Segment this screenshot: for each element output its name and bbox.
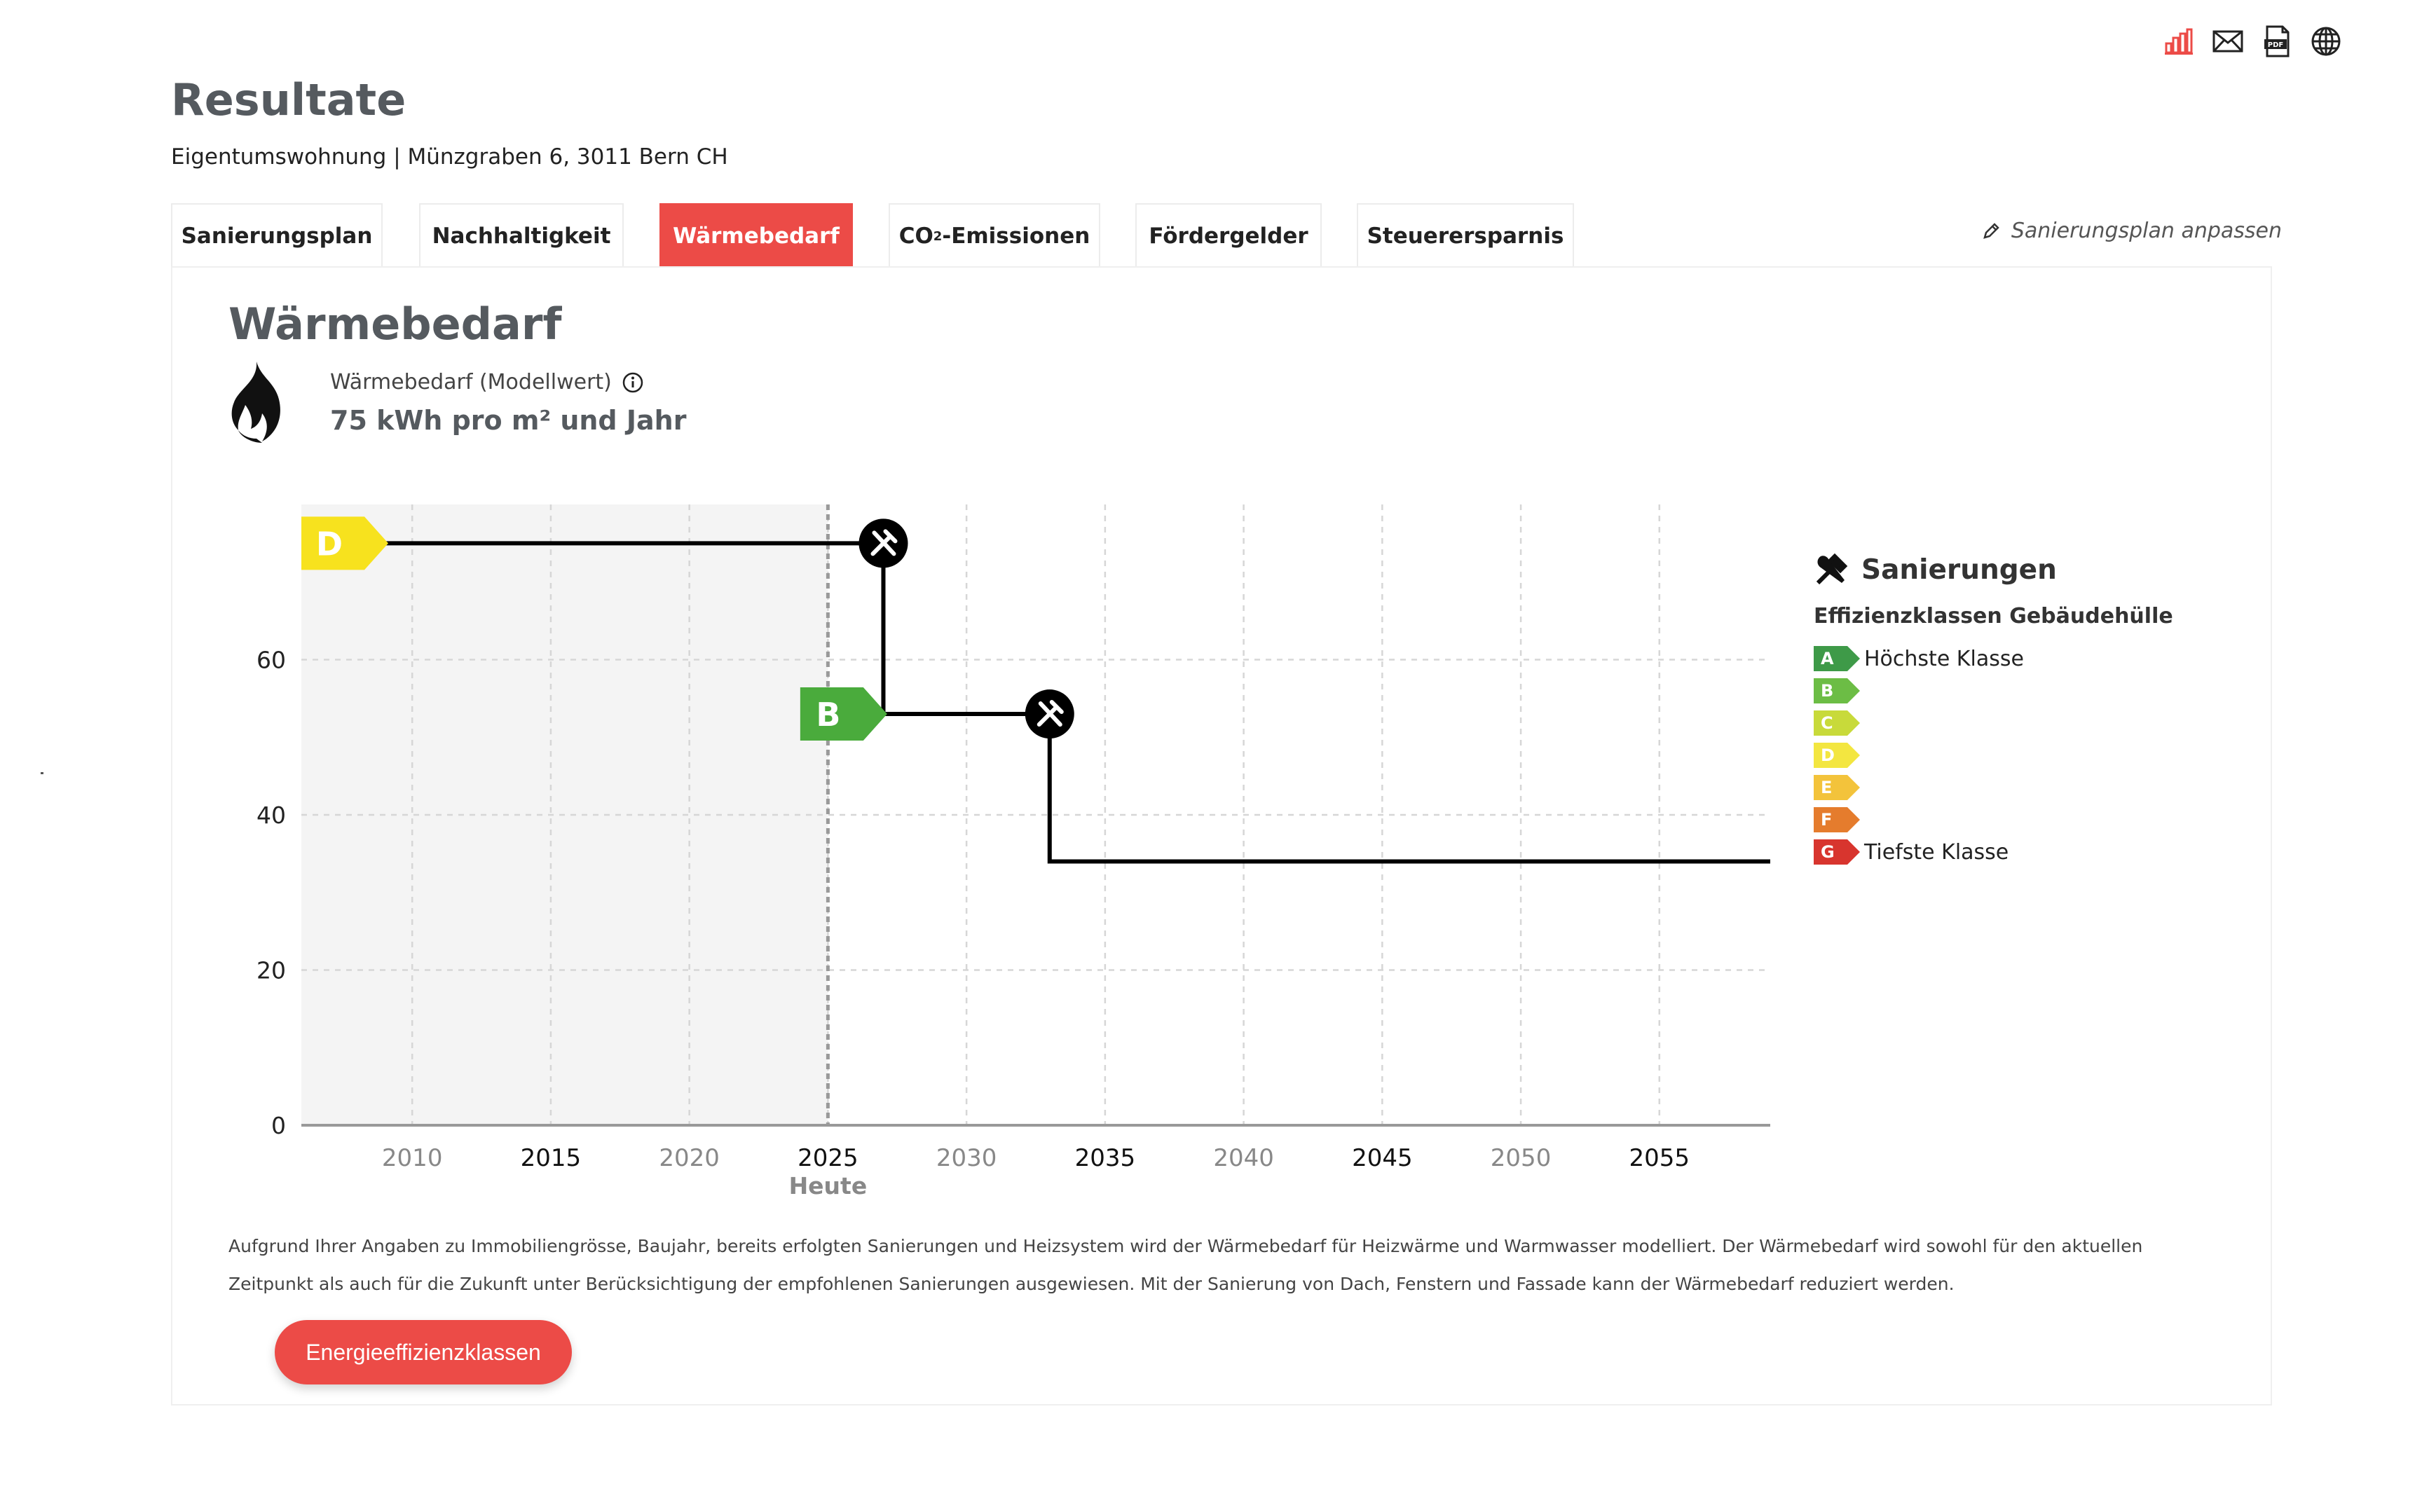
class-tag: E	[1814, 775, 1860, 800]
hammer-icon	[1036, 700, 1064, 727]
property-subtitle: Eigentumswohnung | Münzgraben 6, 3011 Be…	[171, 144, 728, 170]
hammer-icon	[870, 529, 898, 556]
efficiency-class-a: A Höchste Klasse	[1814, 642, 2206, 675]
legend-title: Sanierungen	[1814, 552, 2206, 587]
class-tag: G	[1814, 839, 1860, 865]
x-tick-label: 2015	[521, 1144, 582, 1172]
efficiency-class-f: F	[1814, 804, 2206, 836]
tab-foerdergelder[interactable]: Fördergelder	[1135, 203, 1322, 268]
renovation-legend: Sanierungen Effizienzklassen Gebäudehüll…	[1814, 552, 2206, 868]
class-marker-d: D	[301, 516, 388, 570]
x-tick-label: 2020	[659, 1144, 720, 1172]
page-title: Resultate	[171, 74, 406, 125]
renovation-marker	[858, 518, 908, 568]
metric-value: 75 kWh pro m² und Jahr	[330, 405, 687, 436]
metric-label-text: Wärmebedarf (Modellwert)	[330, 370, 612, 394]
tab-co2-emissionen[interactable]: CO 2 -Emissionen	[889, 203, 1100, 268]
class-marker-b: B	[800, 687, 887, 741]
adjust-plan-label: Sanierungsplan anpassen	[2011, 219, 2282, 243]
svg-text:PDF: PDF	[2268, 41, 2283, 49]
y-tick-label: 0	[271, 1112, 286, 1139]
chart-icon[interactable]	[2163, 24, 2195, 59]
wrench-icon	[1038, 701, 1062, 727]
legend-title-text: Sanierungen	[1861, 554, 2057, 586]
y-tick-label: 60	[256, 647, 286, 674]
flame-icon	[228, 360, 292, 447]
pdf-icon[interactable]: PDF	[2261, 24, 2293, 59]
globe-icon[interactable]	[2310, 24, 2342, 59]
class-tag: B	[1814, 678, 1860, 703]
x-tick-label: 2050	[1491, 1144, 1552, 1172]
efficiency-class-list: A Höchste Klasse B C D E F G Tiefste Klasse	[1814, 642, 2206, 868]
tools-icon	[1816, 553, 1848, 585]
x-tick-label: 2030	[936, 1144, 997, 1172]
tab-steuerersparnis[interactable]: Steuerersparnis	[1357, 203, 1574, 268]
x-tick-label: 2025	[798, 1144, 858, 1172]
y-tick-label: 20	[256, 957, 286, 984]
today-label: Heute	[789, 1172, 868, 1200]
class-marker-shape	[800, 687, 887, 741]
tab-co2-prefix: CO	[898, 224, 933, 249]
section-title: Wärmebedarf	[228, 298, 562, 350]
adjust-plan-link[interactable]: Sanierungsplan anpassen	[1982, 219, 2282, 243]
x-tick-label: 2010	[382, 1144, 443, 1172]
y-tick-label: 40	[256, 802, 286, 829]
legend-subtitle: Effizienzklassen Gebäudehülle	[1814, 604, 2173, 628]
tab-waermebedarf[interactable]: Wärmebedarf	[659, 203, 853, 268]
efficiency-class-d: D	[1814, 739, 2206, 771]
x-tick-label: 2035	[1075, 1144, 1136, 1172]
efficiency-class-c: C	[1814, 707, 2206, 739]
class-marker-shape	[301, 516, 388, 570]
class-text: Höchste Klasse	[1864, 646, 2024, 671]
class-marker-label: B	[816, 696, 840, 734]
stray-mark	[41, 772, 43, 774]
tab-co2-subscript: 2	[933, 228, 943, 244]
x-tick-label: 2045	[1352, 1144, 1413, 1172]
toolbar-icons: PDF	[2163, 24, 2342, 59]
class-marker-label: D	[316, 525, 343, 563]
tab-nachhaltigkeit[interactable]: Nachhaltigkeit	[419, 203, 624, 268]
x-tick-label: 2040	[1213, 1144, 1274, 1172]
class-tag: D	[1814, 743, 1860, 768]
efficiency-class-e: E	[1814, 771, 2206, 804]
class-tag: A	[1814, 646, 1860, 671]
class-tag: F	[1814, 807, 1860, 832]
efficiency-classes-button[interactable]: Energieeffizienzklassen	[275, 1320, 572, 1384]
efficiency-class-g: G Tiefste Klasse	[1814, 836, 2206, 868]
class-text: Tiefste Klasse	[1864, 839, 2009, 865]
renovation-marker	[1025, 689, 1074, 739]
info-icon[interactable]	[622, 371, 644, 394]
tab-co2-suffix: -Emissionen	[942, 224, 1090, 249]
class-tag: C	[1814, 710, 1860, 736]
x-tick-label: 2055	[1629, 1144, 1690, 1172]
mail-icon[interactable]	[2212, 24, 2244, 59]
wrench-icon	[872, 530, 896, 556]
efficiency-class-b: B	[1814, 675, 2206, 707]
heat-demand-line	[301, 541, 1770, 864]
result-tabs: Sanierungsplan Nachhaltigkeit Wärmebedar…	[171, 203, 2133, 268]
metric-label: Wärmebedarf (Modellwert)	[330, 370, 644, 394]
chart-description: Aufgrund Ihrer Angaben zu Immobiliengrös…	[228, 1236, 2143, 1294]
tab-sanierungsplan[interactable]: Sanierungsplan	[171, 203, 383, 268]
pencil-icon	[1983, 222, 1999, 239]
